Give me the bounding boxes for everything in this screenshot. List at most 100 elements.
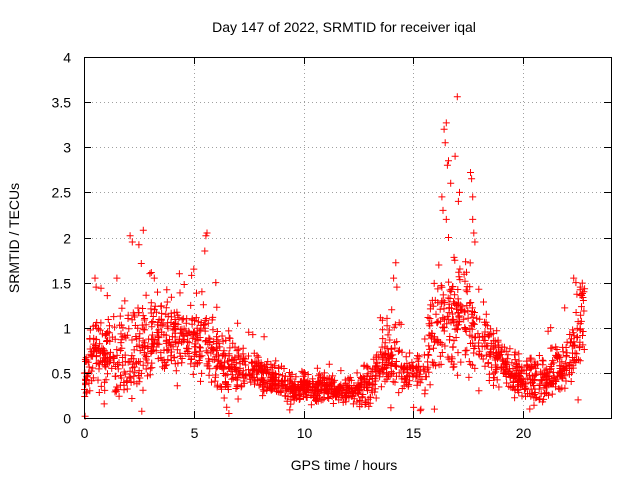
data-point: [128, 238, 136, 246]
data-point: [139, 305, 147, 312]
data-point: [368, 375, 376, 382]
data-point: [304, 371, 312, 378]
data-point: [316, 370, 324, 378]
data-point: [381, 349, 389, 357]
data-point: [548, 390, 556, 398]
data-point: [426, 315, 434, 322]
data-point: [487, 330, 495, 338]
data-point: [329, 372, 337, 380]
data-point: [225, 350, 233, 358]
data-point: [440, 125, 448, 133]
data-point: [148, 323, 156, 331]
data-point: [169, 326, 177, 334]
data-point: [196, 334, 204, 341]
data-point: [188, 271, 196, 279]
data-point: [113, 346, 121, 354]
data-point: [485, 377, 493, 384]
data-point: [148, 359, 156, 367]
data-point: [86, 387, 94, 395]
data-point: [185, 350, 193, 357]
data-point: [191, 317, 198, 325]
data-point: [547, 324, 555, 332]
data-point: [470, 320, 477, 328]
data-point: [389, 369, 397, 377]
data-point: [119, 361, 127, 369]
data-point: [399, 367, 407, 375]
data-point: [157, 315, 165, 323]
data-point: [269, 369, 277, 377]
data-point: [141, 326, 149, 334]
data-point: [232, 374, 240, 381]
data-point: [456, 188, 463, 196]
data-point: [204, 362, 212, 370]
data-point: [306, 380, 314, 388]
data-point: [94, 376, 102, 384]
data-point: [446, 286, 454, 294]
data-point: [410, 365, 417, 372]
data-point: [443, 312, 451, 320]
data-point: [491, 354, 499, 362]
data-point: [454, 301, 462, 309]
data-point: [104, 360, 112, 368]
data-point: [209, 326, 217, 334]
data-point: [363, 381, 371, 389]
data-point: [196, 352, 204, 360]
data-point: [432, 362, 440, 370]
data-point: [329, 378, 337, 386]
data-point: [558, 368, 566, 376]
data-point: [372, 353, 380, 361]
data-point: [581, 285, 589, 293]
data-point: [359, 391, 367, 398]
data-point: [178, 316, 186, 324]
data-point: [511, 372, 519, 380]
data-point: [218, 332, 226, 340]
data-point: [189, 330, 197, 338]
data-point: [197, 326, 205, 334]
data-point: [104, 316, 112, 323]
data-point: [112, 363, 120, 370]
data-point: [255, 366, 262, 374]
data-point: [167, 293, 175, 301]
data-point: [148, 331, 156, 339]
data-point: [233, 347, 241, 355]
data-point: [271, 362, 279, 370]
data-point: [202, 347, 210, 355]
data-point: [152, 308, 160, 316]
data-point: [397, 363, 405, 371]
data-point: [149, 340, 156, 348]
data-point: [449, 343, 457, 351]
data-point: [526, 405, 534, 413]
data-point: [82, 358, 90, 365]
data-point: [524, 374, 532, 382]
data-point: [464, 314, 472, 322]
data-point: [201, 316, 209, 324]
data-point: [172, 319, 180, 327]
data-point: [445, 278, 453, 286]
data-point: [453, 318, 461, 326]
data-point: [388, 351, 396, 359]
data-point: [254, 353, 262, 361]
data-point: [198, 288, 206, 296]
data-point: [468, 319, 476, 327]
data-point: [376, 370, 384, 378]
data-point: [441, 139, 449, 147]
data-point: [504, 351, 512, 359]
data-point: [311, 397, 319, 404]
data-point: [296, 394, 304, 402]
data-point: [201, 327, 209, 335]
data-point: [506, 373, 514, 381]
data-point: [350, 395, 358, 403]
data-point: [142, 291, 150, 299]
data-point: [268, 378, 276, 385]
data-point: [218, 364, 226, 372]
data-point: [139, 343, 147, 351]
data-point: [194, 360, 201, 368]
data-point: [138, 407, 146, 415]
data-point: [229, 356, 237, 364]
data-point: [110, 313, 118, 321]
x-axis-label: GPS time / hours: [291, 457, 398, 473]
data-point: [94, 359, 102, 367]
data-point: [471, 238, 479, 246]
data-point: [570, 357, 578, 365]
data-point: [487, 339, 495, 347]
